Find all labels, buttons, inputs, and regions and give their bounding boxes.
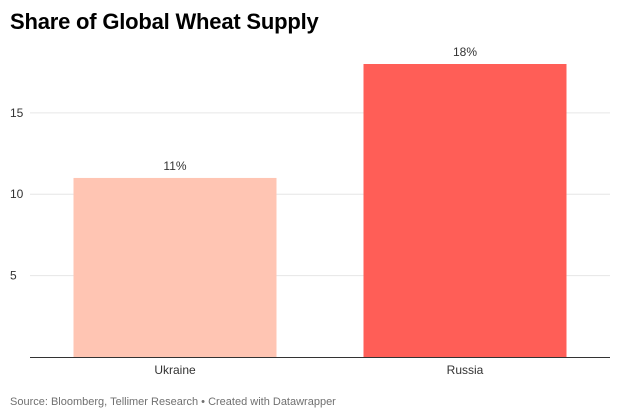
x-tick-label-ukraine: Ukraine — [154, 363, 196, 377]
y-tick-label-5: 5 — [10, 269, 17, 283]
data-label-russia: 18% — [453, 45, 477, 59]
x-tick-label-russia: Russia — [447, 363, 484, 377]
bar-ukraine — [73, 177, 277, 357]
chart-title: Share of Global Wheat Supply — [10, 9, 319, 34]
y-tick-label-10: 10 — [10, 187, 24, 201]
y-tick-label-15: 15 — [10, 106, 24, 120]
data-label-ukraine: 11% — [163, 159, 186, 173]
source-note: Source: Bloomberg, Tellimer Research • C… — [10, 396, 336, 408]
bar-russia — [363, 64, 567, 357]
